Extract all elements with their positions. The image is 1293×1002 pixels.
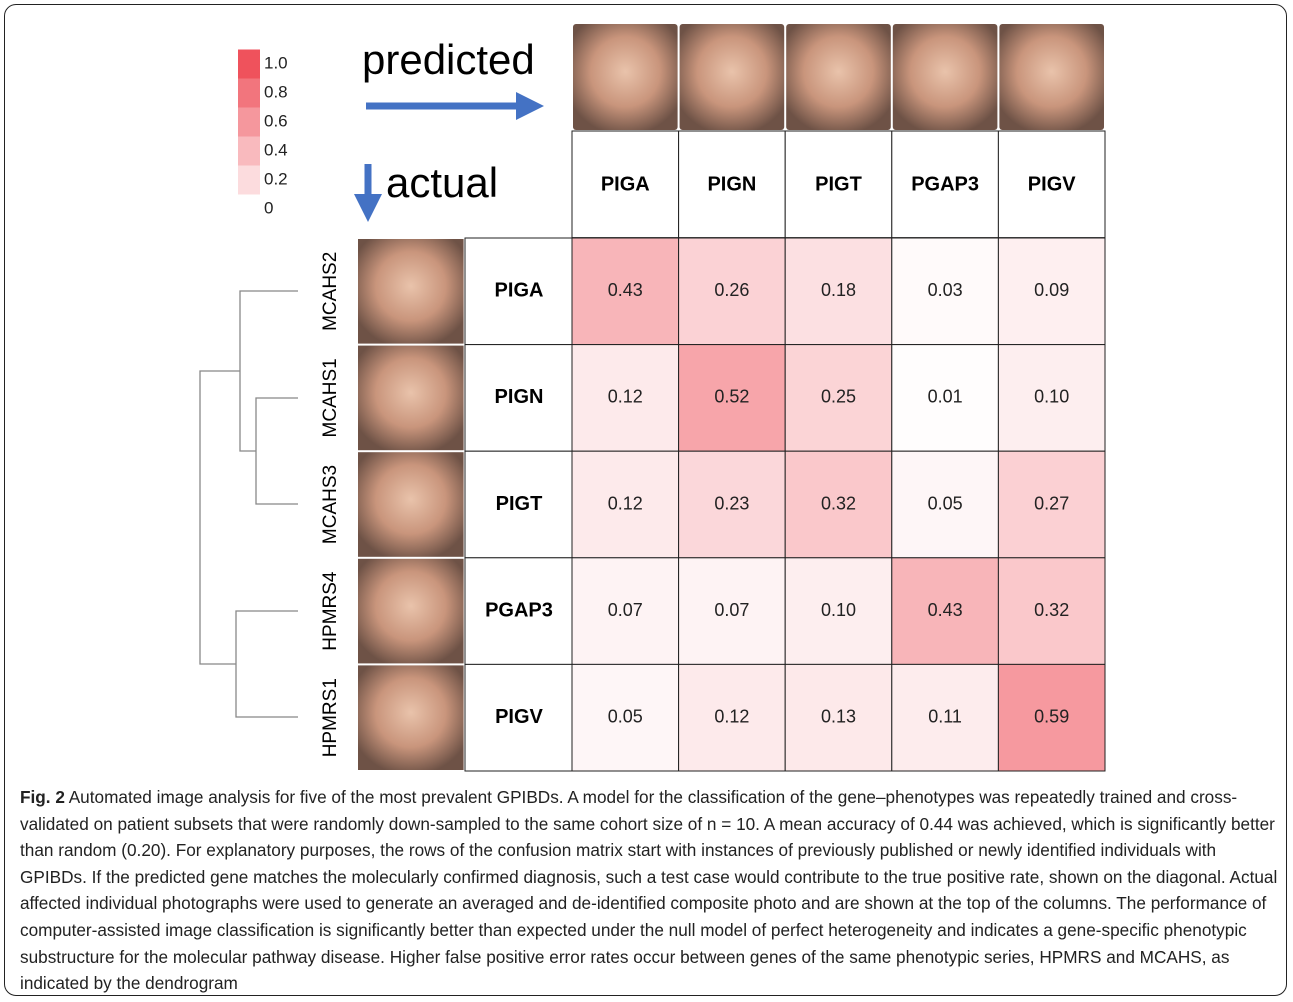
dendrogram <box>200 291 298 717</box>
cell-value-label: 0.13 <box>821 706 856 726</box>
colorbar-swatch <box>238 50 260 79</box>
figure: predicted actual 0 0.2 0.4 0.6 0.8 1.0 PIGA PIG… <box>0 0 1293 790</box>
row-label: PIGT <box>496 493 543 515</box>
cell-value-label: 0.25 <box>821 387 856 407</box>
colorbar-tick-label: 0.2 <box>264 169 288 188</box>
cell-value-label: 0.18 <box>821 280 856 300</box>
colorbar-tick-label: 0.8 <box>264 82 288 101</box>
composite-photo <box>999 24 1104 130</box>
column-label: PIGV <box>1028 173 1076 195</box>
patient-photo <box>358 346 464 451</box>
cell-value-label: 0.12 <box>714 706 749 726</box>
row-label: PIGN <box>495 386 544 408</box>
cell-value-label: 0.10 <box>821 600 856 620</box>
composite-photo <box>680 24 785 130</box>
colorbar-swatch <box>238 195 260 224</box>
colorbar-swatch <box>238 166 260 195</box>
row-group-label: HPMRS1 <box>320 678 341 757</box>
colorbar-swatch <box>238 137 260 166</box>
composite-photo <box>573 24 678 130</box>
row-group-label: MCAHS3 <box>320 465 341 544</box>
cell-value-label: 0.52 <box>714 387 749 407</box>
cell-value-label: 0.26 <box>714 280 749 300</box>
cell-value-label: 0.43 <box>608 280 643 300</box>
x-axis-label: predicted <box>362 36 535 83</box>
column-label: PIGT <box>815 173 862 195</box>
cell-value-label: 0.05 <box>608 706 643 726</box>
colorbar-tick-label: 0.4 <box>264 140 288 159</box>
cell-value-label: 0.05 <box>928 493 963 513</box>
colorbar-swatch <box>238 108 260 137</box>
row-label: PIGA <box>495 280 544 302</box>
cell-value-label: 0.07 <box>714 600 749 620</box>
cell-value-label: 0.59 <box>1034 706 1069 726</box>
patient-photo <box>358 239 464 344</box>
cell-value-label: 0.03 <box>928 280 963 300</box>
cell-value-label: 0.32 <box>1034 600 1069 620</box>
colorbar-swatch <box>238 79 260 108</box>
colorbar-tick-label: 0.6 <box>264 111 288 130</box>
cell-value-label: 0.01 <box>928 387 963 407</box>
y-axis-label: actual <box>386 159 498 206</box>
caption-text: Automated image analysis for five of the… <box>20 787 1277 993</box>
colorbar-tick-label: 1.0 <box>264 53 288 72</box>
row-label: PIGV <box>495 706 543 728</box>
column-label: PIGN <box>707 173 756 195</box>
cell-value-label: 0.10 <box>1034 387 1069 407</box>
cell-value-label: 0.12 <box>608 493 643 513</box>
patient-photo <box>358 559 464 664</box>
patient-photo <box>358 665 464 770</box>
cell-value-label: 0.27 <box>1034 493 1069 513</box>
caption: Fig. 2 Automated image analysis for five… <box>20 784 1282 997</box>
cell-value-label: 0.12 <box>608 387 643 407</box>
cell-value-label: 0.23 <box>714 493 749 513</box>
column-label: PGAP3 <box>911 173 979 195</box>
colorbar-tick-label: 0 <box>264 198 273 217</box>
row-label: PGAP3 <box>485 599 553 621</box>
cell-value-label: 0.43 <box>928 600 963 620</box>
patient-photo <box>358 452 464 557</box>
cell-value-label: 0.07 <box>608 600 643 620</box>
caption-label: Fig. 2 <box>20 787 65 807</box>
column-label: PIGA <box>601 173 650 195</box>
cell-value-label: 0.11 <box>928 706 962 726</box>
composite-photo <box>893 24 998 130</box>
row-group-label: MCAHS2 <box>320 252 341 331</box>
cell-value-label: 0.32 <box>821 493 856 513</box>
cell-value-label: 0.09 <box>1034 280 1069 300</box>
row-group-label: HPMRS4 <box>320 571 341 651</box>
row-group-label: MCAHS1 <box>320 358 341 437</box>
composite-photo <box>786 24 891 130</box>
